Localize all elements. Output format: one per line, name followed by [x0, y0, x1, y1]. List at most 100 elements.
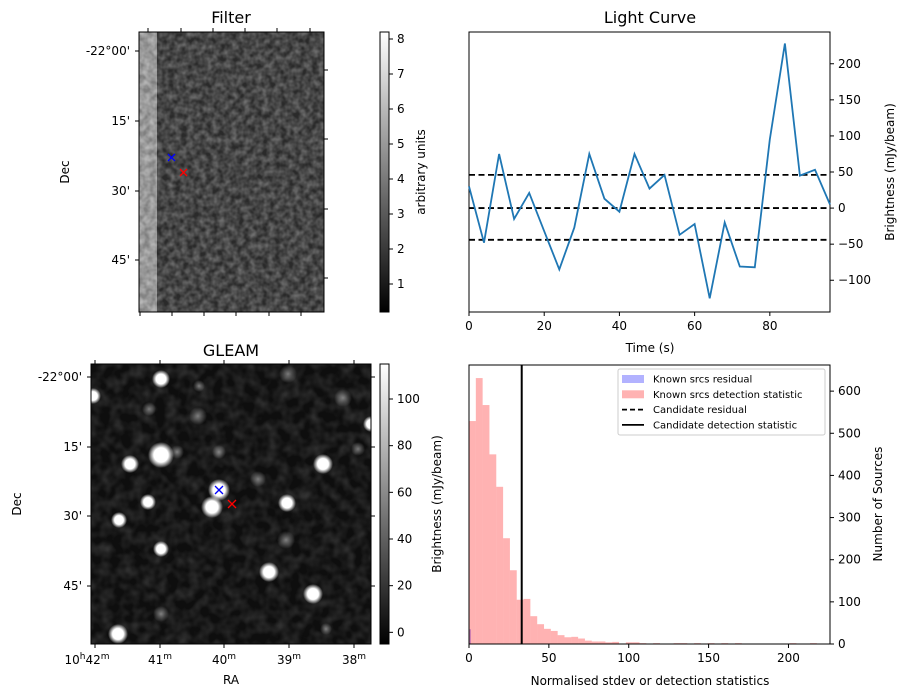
light-curve-xtick-label: 40: [612, 319, 627, 333]
gleam-ytick-labels: -22°00' 15' 30' 45': [38, 370, 82, 593]
histogram-bar-detection: [591, 641, 599, 644]
legend-label: Known srcs detection statistic: [653, 390, 802, 401]
light-curve-axes-frame: [468, 31, 831, 313]
gleam-xtick-label: 10h42m: [64, 652, 109, 667]
gleam-bright-source: [108, 624, 128, 644]
gleam-colorbar-tick-label: 80: [397, 439, 412, 453]
gleam-bright-source: [91, 388, 101, 404]
light-curve-ytick-label: 200: [838, 57, 861, 71]
light-curve-xlabel: Time (s): [625, 341, 675, 355]
gleam-faint-source: [153, 606, 169, 622]
filter-axes-frame: [138, 31, 325, 313]
histogram-bar-detection: [503, 538, 510, 644]
gleam-faint-source: [193, 380, 205, 392]
gleam-bright-source: [153, 541, 169, 557]
legend-frame: [617, 368, 826, 436]
histogram-bar-detection: [469, 421, 476, 644]
gleam-faint-source: [250, 471, 266, 487]
gleam-ylabel: Dec: [10, 492, 24, 515]
histogram-legend: Known srcs residual Known srcs detection …: [617, 368, 826, 436]
gleam-xtick-minutes: 39: [277, 653, 292, 667]
histogram-ytick-label: 400: [838, 468, 861, 482]
histogram-xtick-label: 100: [617, 651, 640, 665]
gleam-bright-source: [111, 512, 127, 528]
gleam-xtick-hours: 10: [64, 653, 79, 667]
filter-colorbar-tick-label: 2: [397, 242, 405, 256]
filter-colorbar-tick-label: 7: [397, 67, 405, 81]
histogram-xtick-label: 150: [697, 651, 720, 665]
gleam-xtick-minutes: 40: [212, 653, 227, 667]
gleam-marker-blue-x: [214, 485, 224, 495]
gleam-bright-source: [313, 454, 333, 474]
gleam-faint-source: [351, 442, 365, 456]
filter-ytick-label: -22°00': [86, 44, 130, 58]
gleam-bright-source: [140, 494, 156, 510]
histogram-bar-detection: [523, 598, 531, 644]
filter-colorbar-tick-label: 4: [397, 172, 405, 186]
histogram-ytick-label: 200: [838, 553, 861, 567]
filter-title: Filter: [211, 8, 251, 27]
gleam-bright-source: [201, 496, 223, 518]
light-curve-ytick-label: 50: [838, 165, 853, 179]
histogram-bar-detection: [632, 642, 640, 644]
gleam-ticks: [87, 360, 375, 648]
histogram-xtick-label: 200: [777, 651, 800, 665]
histogram-bar-detection: [509, 570, 517, 644]
histogram-ytick-label: 300: [838, 511, 861, 525]
gleam-xlabel: RA: [223, 673, 240, 687]
gleam-colorbar-tick-label: 20: [397, 579, 412, 593]
gleam-colorbar-label: Brightness (mJy/beam): [430, 435, 444, 573]
gleam-xtick-minutes: 38: [342, 653, 357, 667]
legend-label: Candidate residual: [653, 405, 747, 416]
gleam-bright-source: [363, 416, 371, 432]
gleam-axes-frame: [90, 363, 372, 645]
histogram-bar-detection: [496, 486, 504, 644]
histogram-bar-detection: [598, 641, 606, 644]
filter-colorbar-tick-label: 6: [397, 102, 405, 116]
histogram-bar-detection: [550, 630, 558, 644]
gleam-colorbar-ticks: 0 20 40 60 80 100: [389, 392, 420, 639]
filter-marker-red-x: [179, 168, 188, 177]
gleam-xtick-minutes: 41: [148, 653, 163, 667]
gleam-colorbar-tick-label: 0: [397, 625, 405, 639]
histogram-xticks: 0 50 100 150 200: [465, 644, 800, 665]
gleam-xtick-minutes-unit: m: [227, 652, 236, 662]
gleam-title: GLEAM: [203, 341, 259, 360]
gleam-panel: GLEAM -22°00'15'30'45' 10h42m 41m 40m 39m 38…: [10, 341, 444, 687]
light-curve-ytick-label: −50: [838, 237, 863, 251]
histogram-bar-detection: [612, 641, 620, 644]
legend-swatch: [622, 375, 644, 383]
histogram-bar-detection: [475, 378, 483, 644]
filter-ylabel: Dec: [58, 160, 72, 183]
filter-colorbar-label: arbitrary units: [414, 129, 428, 215]
light-curve-threshold-lines: [469, 173, 830, 241]
gleam-faint-source: [189, 407, 207, 425]
histogram-bar-detection: [578, 638, 585, 644]
light-curve-points: [468, 43, 831, 299]
light-curve-yticks: −100 −50 0 50 100 150 200: [830, 57, 871, 287]
gleam-faint-source: [320, 623, 332, 635]
histogram-ytick-label: 0: [838, 637, 846, 651]
light-curve-xtick-label: 60: [687, 319, 702, 333]
histogram-xlabel: Normalised stdev or detection statistics: [531, 674, 770, 688]
light-curve-ytick-label: 150: [838, 93, 861, 107]
light-curve-ytick-label: 0: [838, 201, 846, 215]
gleam-ytick-label: 30': [63, 509, 82, 523]
histogram-ytick-label: 600: [838, 384, 861, 398]
filter-ytick-label: 30': [111, 184, 130, 198]
histogram-bar-residual: [469, 629, 471, 644]
gleam-xtick-label: 41m: [148, 652, 172, 667]
gleam-bright-source: [148, 442, 174, 468]
gleam-colorbar-tick-label: 60: [397, 485, 412, 499]
gleam-xtick-minutes-unit: m: [292, 652, 301, 662]
gleam-faint-source: [212, 445, 226, 459]
histogram-bar-detection: [489, 454, 497, 644]
gleam-ytick-label: 15': [63, 440, 82, 454]
gleam-bright-source: [152, 370, 170, 388]
histogram-bar-detection: [571, 636, 579, 644]
gleam-bright-source: [303, 584, 323, 604]
gleam-xtick-label: 40m: [212, 652, 236, 667]
filter-marker-blue-x: [167, 153, 176, 162]
light-curve-ytick-label: 100: [838, 129, 861, 143]
gleam-xtick-minutes-unit: m: [357, 652, 366, 662]
